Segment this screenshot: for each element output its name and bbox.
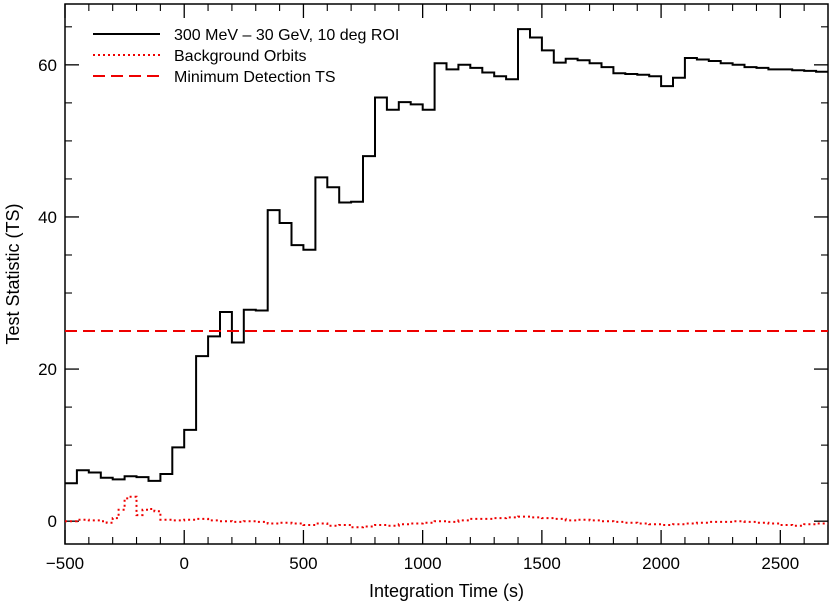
x-tick-label: 500	[289, 554, 317, 573]
x-tick-label: 1000	[404, 554, 442, 573]
legend-label: Minimum Detection TS	[174, 69, 336, 86]
x-tick-label: −500	[46, 554, 84, 573]
series-layer	[65, 28, 828, 529]
y-tick-label: 40	[38, 208, 57, 227]
y-tick-label: 20	[38, 360, 57, 379]
y-axis-label: Test Statistic (TS)	[3, 203, 23, 344]
legend: 300 MeV – 30 GeV, 10 deg ROI Background O…	[93, 27, 399, 86]
x-tick-label: 2500	[761, 554, 799, 573]
axis-ticks: −500 0 500 1000 1500 2000 2500 0 20 40 60	[38, 4, 828, 573]
legend-label: Background Orbits	[174, 48, 307, 65]
x-tick-label: 0	[179, 554, 188, 573]
y-tick-label: 0	[48, 512, 57, 531]
y-tick-label: 60	[38, 56, 57, 75]
x-tick-label: 1500	[523, 554, 561, 573]
x-axis-label: Integration Time (s)	[369, 581, 524, 601]
series-line-2	[65, 495, 828, 529]
x-tick-label: 2000	[642, 554, 680, 573]
legend-label: 300 MeV – 30 GeV, 10 deg ROI	[174, 27, 399, 44]
series-line-1	[65, 28, 828, 485]
